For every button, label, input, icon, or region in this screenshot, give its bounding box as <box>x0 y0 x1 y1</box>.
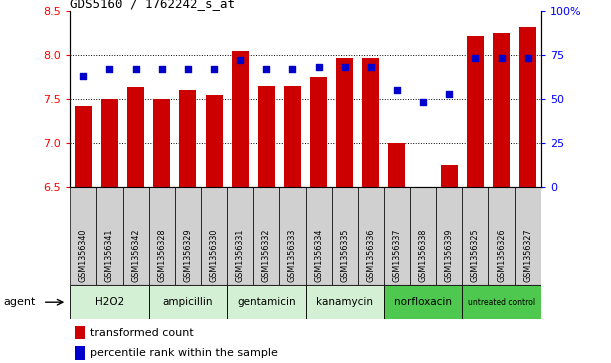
Text: GSM1356327: GSM1356327 <box>523 228 532 282</box>
Text: GSM1356333: GSM1356333 <box>288 229 297 282</box>
Bar <box>75 106 92 187</box>
Bar <box>284 86 301 187</box>
Point <box>183 66 193 72</box>
Bar <box>306 187 332 285</box>
Bar <box>410 187 436 285</box>
Point <box>104 66 114 72</box>
Point <box>497 56 507 61</box>
Point <box>157 66 167 72</box>
Bar <box>436 187 463 285</box>
Bar <box>384 285 463 319</box>
Bar <box>519 27 536 187</box>
Text: untreated control: untreated control <box>468 298 535 307</box>
Bar <box>358 187 384 285</box>
Bar <box>258 86 275 187</box>
Bar <box>493 33 510 187</box>
Bar <box>227 187 253 285</box>
Bar <box>279 187 306 285</box>
Bar <box>205 94 222 187</box>
Bar <box>384 187 410 285</box>
Bar <box>148 187 175 285</box>
Text: GSM1356325: GSM1356325 <box>471 228 480 282</box>
Text: gentamicin: gentamicin <box>237 297 296 307</box>
Point <box>470 56 480 61</box>
Text: GSM1356329: GSM1356329 <box>183 228 192 282</box>
Point <box>419 99 428 105</box>
Bar <box>148 285 227 319</box>
Bar <box>175 187 201 285</box>
Text: GSM1356328: GSM1356328 <box>157 229 166 282</box>
Bar <box>332 187 358 285</box>
Point <box>131 66 141 72</box>
Point <box>392 87 402 93</box>
Bar <box>123 187 148 285</box>
Text: transformed count: transformed count <box>90 327 194 338</box>
Bar <box>253 187 279 285</box>
Bar <box>232 50 249 187</box>
Point <box>444 91 454 97</box>
Bar <box>75 346 86 359</box>
Text: GSM1356342: GSM1356342 <box>131 229 140 282</box>
Point <box>340 64 349 70</box>
Bar <box>70 285 148 319</box>
Bar <box>514 187 541 285</box>
Text: GSM1356338: GSM1356338 <box>419 229 428 282</box>
Bar <box>75 326 86 339</box>
Bar <box>310 77 327 187</box>
Bar <box>101 99 118 187</box>
Point <box>209 66 219 72</box>
Point <box>235 57 245 63</box>
Bar <box>70 187 97 285</box>
Bar <box>463 187 488 285</box>
Text: GSM1356332: GSM1356332 <box>262 229 271 282</box>
Point <box>262 66 271 72</box>
Bar <box>463 285 541 319</box>
Text: GDS5160 / 1762242_s_at: GDS5160 / 1762242_s_at <box>70 0 235 10</box>
Point <box>523 56 533 61</box>
Text: GSM1356340: GSM1356340 <box>79 229 88 282</box>
Bar <box>441 165 458 187</box>
Bar <box>488 187 514 285</box>
Bar <box>127 87 144 187</box>
Bar <box>97 187 123 285</box>
Text: GSM1356336: GSM1356336 <box>367 229 375 282</box>
Text: GSM1356335: GSM1356335 <box>340 229 349 282</box>
Text: ampicillin: ampicillin <box>163 297 213 307</box>
Text: norfloxacin: norfloxacin <box>394 297 452 307</box>
Text: kanamycin: kanamycin <box>316 297 373 307</box>
Point <box>78 73 88 79</box>
Text: GSM1356326: GSM1356326 <box>497 229 506 282</box>
Text: percentile rank within the sample: percentile rank within the sample <box>90 348 278 358</box>
Point <box>313 64 323 70</box>
Text: GSM1356337: GSM1356337 <box>392 229 401 282</box>
Text: H2O2: H2O2 <box>95 297 124 307</box>
Bar <box>362 58 379 187</box>
Text: GSM1356331: GSM1356331 <box>236 229 244 282</box>
Text: GSM1356330: GSM1356330 <box>210 229 219 282</box>
Bar <box>227 285 306 319</box>
Text: GSM1356341: GSM1356341 <box>105 229 114 282</box>
Bar <box>201 187 227 285</box>
Bar <box>153 99 170 187</box>
Text: agent: agent <box>3 297 35 307</box>
Bar <box>306 285 384 319</box>
Bar <box>336 58 353 187</box>
Text: GSM1356339: GSM1356339 <box>445 229 454 282</box>
Point <box>366 64 376 70</box>
Bar <box>389 143 406 187</box>
Text: GSM1356334: GSM1356334 <box>314 229 323 282</box>
Bar <box>467 36 484 187</box>
Point <box>288 66 298 72</box>
Bar <box>180 90 196 187</box>
